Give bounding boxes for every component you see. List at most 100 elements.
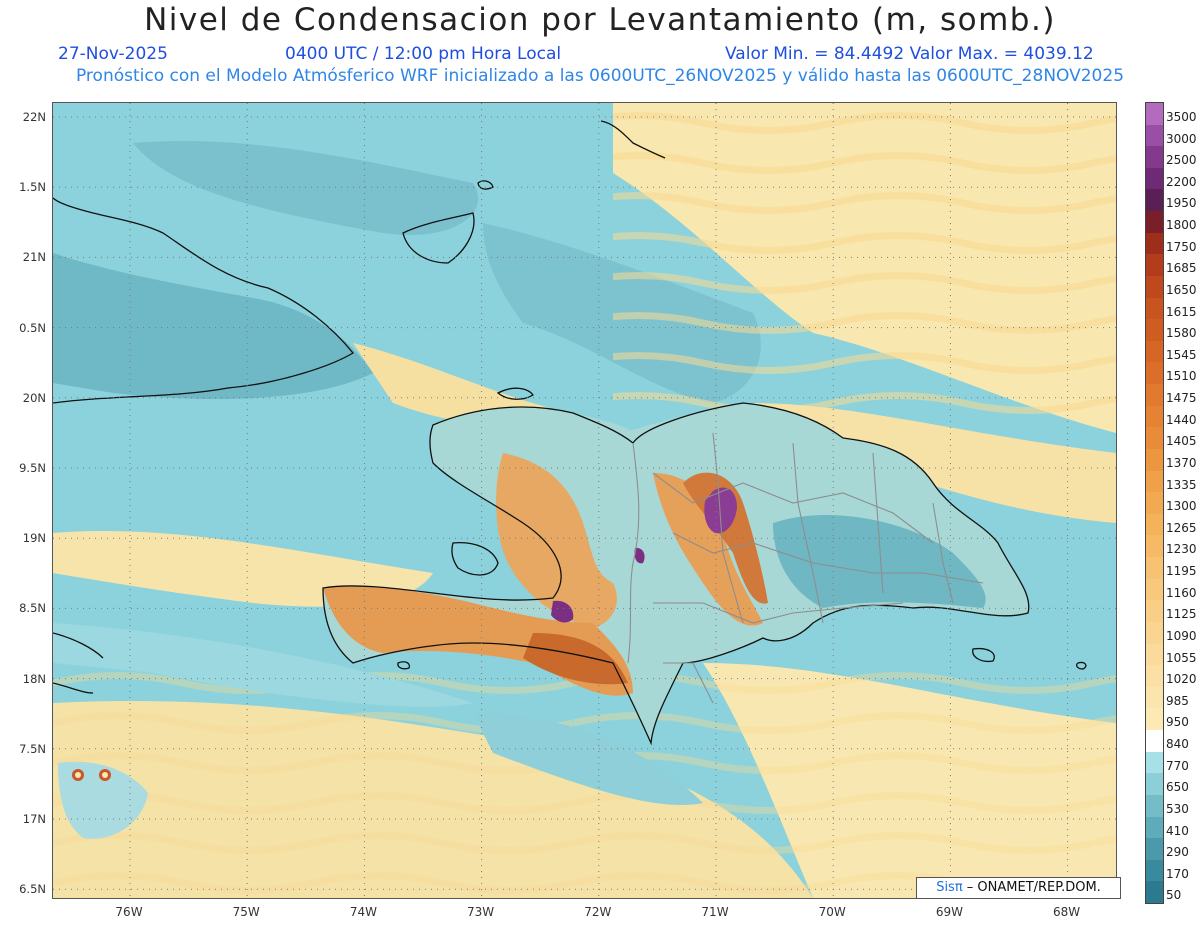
legend-label: 985: [1166, 693, 1189, 708]
legend-swatch: [1146, 384, 1163, 407]
map-title: Nivel de Condensacion por Levantamiento …: [144, 2, 1056, 38]
legend-label: 1750: [1166, 239, 1197, 254]
legend-swatch: [1146, 492, 1163, 515]
latitude-label: 8.5N: [19, 601, 46, 616]
legend-label: 290: [1166, 845, 1189, 860]
legend-swatch: [1146, 211, 1163, 234]
legend-swatch: [1146, 838, 1163, 861]
legend-label: 770: [1166, 758, 1189, 773]
forecast-time: 0400 UTC / 12:00 pm Hora Local: [285, 44, 562, 64]
sisp-logo-text: Sisπ: [936, 880, 963, 895]
legend-swatch: [1146, 751, 1163, 774]
legend-label: 840: [1166, 737, 1189, 752]
legend-label: 1440: [1166, 412, 1197, 427]
legend-swatch: [1146, 167, 1163, 190]
longitude-label: 68W: [1053, 905, 1081, 919]
legend-swatch: [1146, 146, 1163, 169]
legend-swatch: [1146, 427, 1163, 450]
latitude-label: 21N: [22, 250, 46, 265]
legend-swatch: [1146, 773, 1163, 796]
longitude-label: 74W: [349, 905, 377, 919]
min-max-values: Valor Min. = 84.4492 Valor Max. = 4039.1…: [725, 44, 1094, 64]
legend-swatch: [1146, 254, 1163, 277]
legend-label: 1265: [1166, 520, 1197, 535]
legend-swatch: [1146, 189, 1163, 212]
legend-label: 1950: [1166, 196, 1197, 211]
legend-label: 1475: [1166, 391, 1197, 406]
longitude-label: 75W: [232, 905, 260, 919]
legend-label: 1125: [1166, 607, 1197, 622]
legend-label: 1090: [1166, 628, 1197, 643]
legend-label: 1300: [1166, 499, 1197, 514]
latitude-label: 19N: [22, 531, 46, 546]
longitude-label: 73W: [467, 905, 495, 919]
legend-label: 1335: [1166, 477, 1197, 492]
color-scale-legend: [1145, 102, 1164, 904]
legend-swatch: [1146, 621, 1163, 645]
map-panel: [52, 102, 1117, 899]
legend-label: 1545: [1166, 347, 1197, 362]
legend-swatch: [1146, 513, 1163, 536]
legend-swatch: [1146, 578, 1163, 601]
lcl-map: [53, 103, 1116, 898]
legend-swatch: [1146, 103, 1163, 126]
legend-label: 2200: [1166, 174, 1197, 189]
longitude-label: 70W: [818, 905, 846, 919]
legend-swatch: [1146, 881, 1163, 904]
longitude-label: 72W: [584, 905, 612, 919]
credit-text: – ONAMET/REP.DOM.: [962, 880, 1101, 895]
legend-label: 1615: [1166, 304, 1197, 319]
latitude-label: 17N: [22, 812, 46, 826]
legend-label: 1370: [1166, 455, 1197, 470]
legend-label: 1800: [1166, 218, 1197, 233]
legend-label: 170: [1166, 866, 1189, 881]
legend-swatch: [1146, 730, 1163, 753]
model-info: Pronóstico con el Modelo Atmósferico WRF…: [75, 66, 1125, 86]
latitude-label: 6.5N: [19, 882, 46, 897]
legend-label: 410: [1166, 823, 1189, 838]
latitude-label: 1.5N: [19, 180, 46, 195]
legend-swatch: [1146, 816, 1163, 839]
legend-label: 3000: [1166, 131, 1197, 146]
legend-label: 3500: [1166, 110, 1197, 124]
latitude-label: 22N: [22, 110, 46, 124]
legend-label: 1020: [1166, 672, 1197, 687]
legend-swatch: [1146, 340, 1163, 363]
legend-swatch: [1146, 405, 1163, 428]
legend-swatch: [1146, 470, 1163, 493]
legend-swatch: [1146, 232, 1163, 255]
legend-label: 1160: [1166, 585, 1197, 600]
legend-swatch: [1146, 794, 1163, 817]
latitude-label: 20N: [22, 390, 46, 405]
legend-swatch: [1146, 643, 1163, 666]
legend-label: 1510: [1166, 369, 1197, 384]
legend-label: 1405: [1166, 434, 1197, 449]
latitude-label: 9.5N: [19, 461, 46, 475]
legend-swatch: [1146, 297, 1163, 320]
legend-label: 1055: [1166, 650, 1197, 665]
legend-label: 2500: [1166, 153, 1197, 168]
legend-label: 1195: [1166, 564, 1197, 579]
legend-label: 1230: [1166, 542, 1197, 557]
legend-label: 650: [1166, 780, 1189, 795]
legend-swatch: [1146, 319, 1163, 342]
legend-label: 950: [1166, 715, 1189, 730]
legend-label: 50: [1166, 888, 1182, 903]
legend-swatch: [1146, 275, 1163, 299]
latitude-label: 18N: [22, 671, 46, 686]
legend-swatch: [1146, 665, 1163, 688]
legend-swatch: [1146, 448, 1163, 472]
legend-swatch: [1146, 557, 1163, 580]
latitude-label: 7.5N: [19, 741, 46, 756]
longitude-label: 76W: [115, 905, 143, 919]
legend-label: 1650: [1166, 282, 1197, 297]
legend-swatch: [1146, 686, 1163, 709]
legend-swatch: [1146, 124, 1163, 147]
legend-swatch: [1146, 708, 1163, 731]
legend-swatch: [1146, 600, 1163, 623]
legend-label: 1580: [1166, 326, 1197, 341]
credit-box: Sisπ – ONAMET/REP.DOM.: [916, 877, 1121, 899]
latitude-label: 0.5N: [19, 320, 46, 335]
legend-swatch: [1146, 535, 1163, 558]
legend-label: 530: [1166, 801, 1189, 816]
